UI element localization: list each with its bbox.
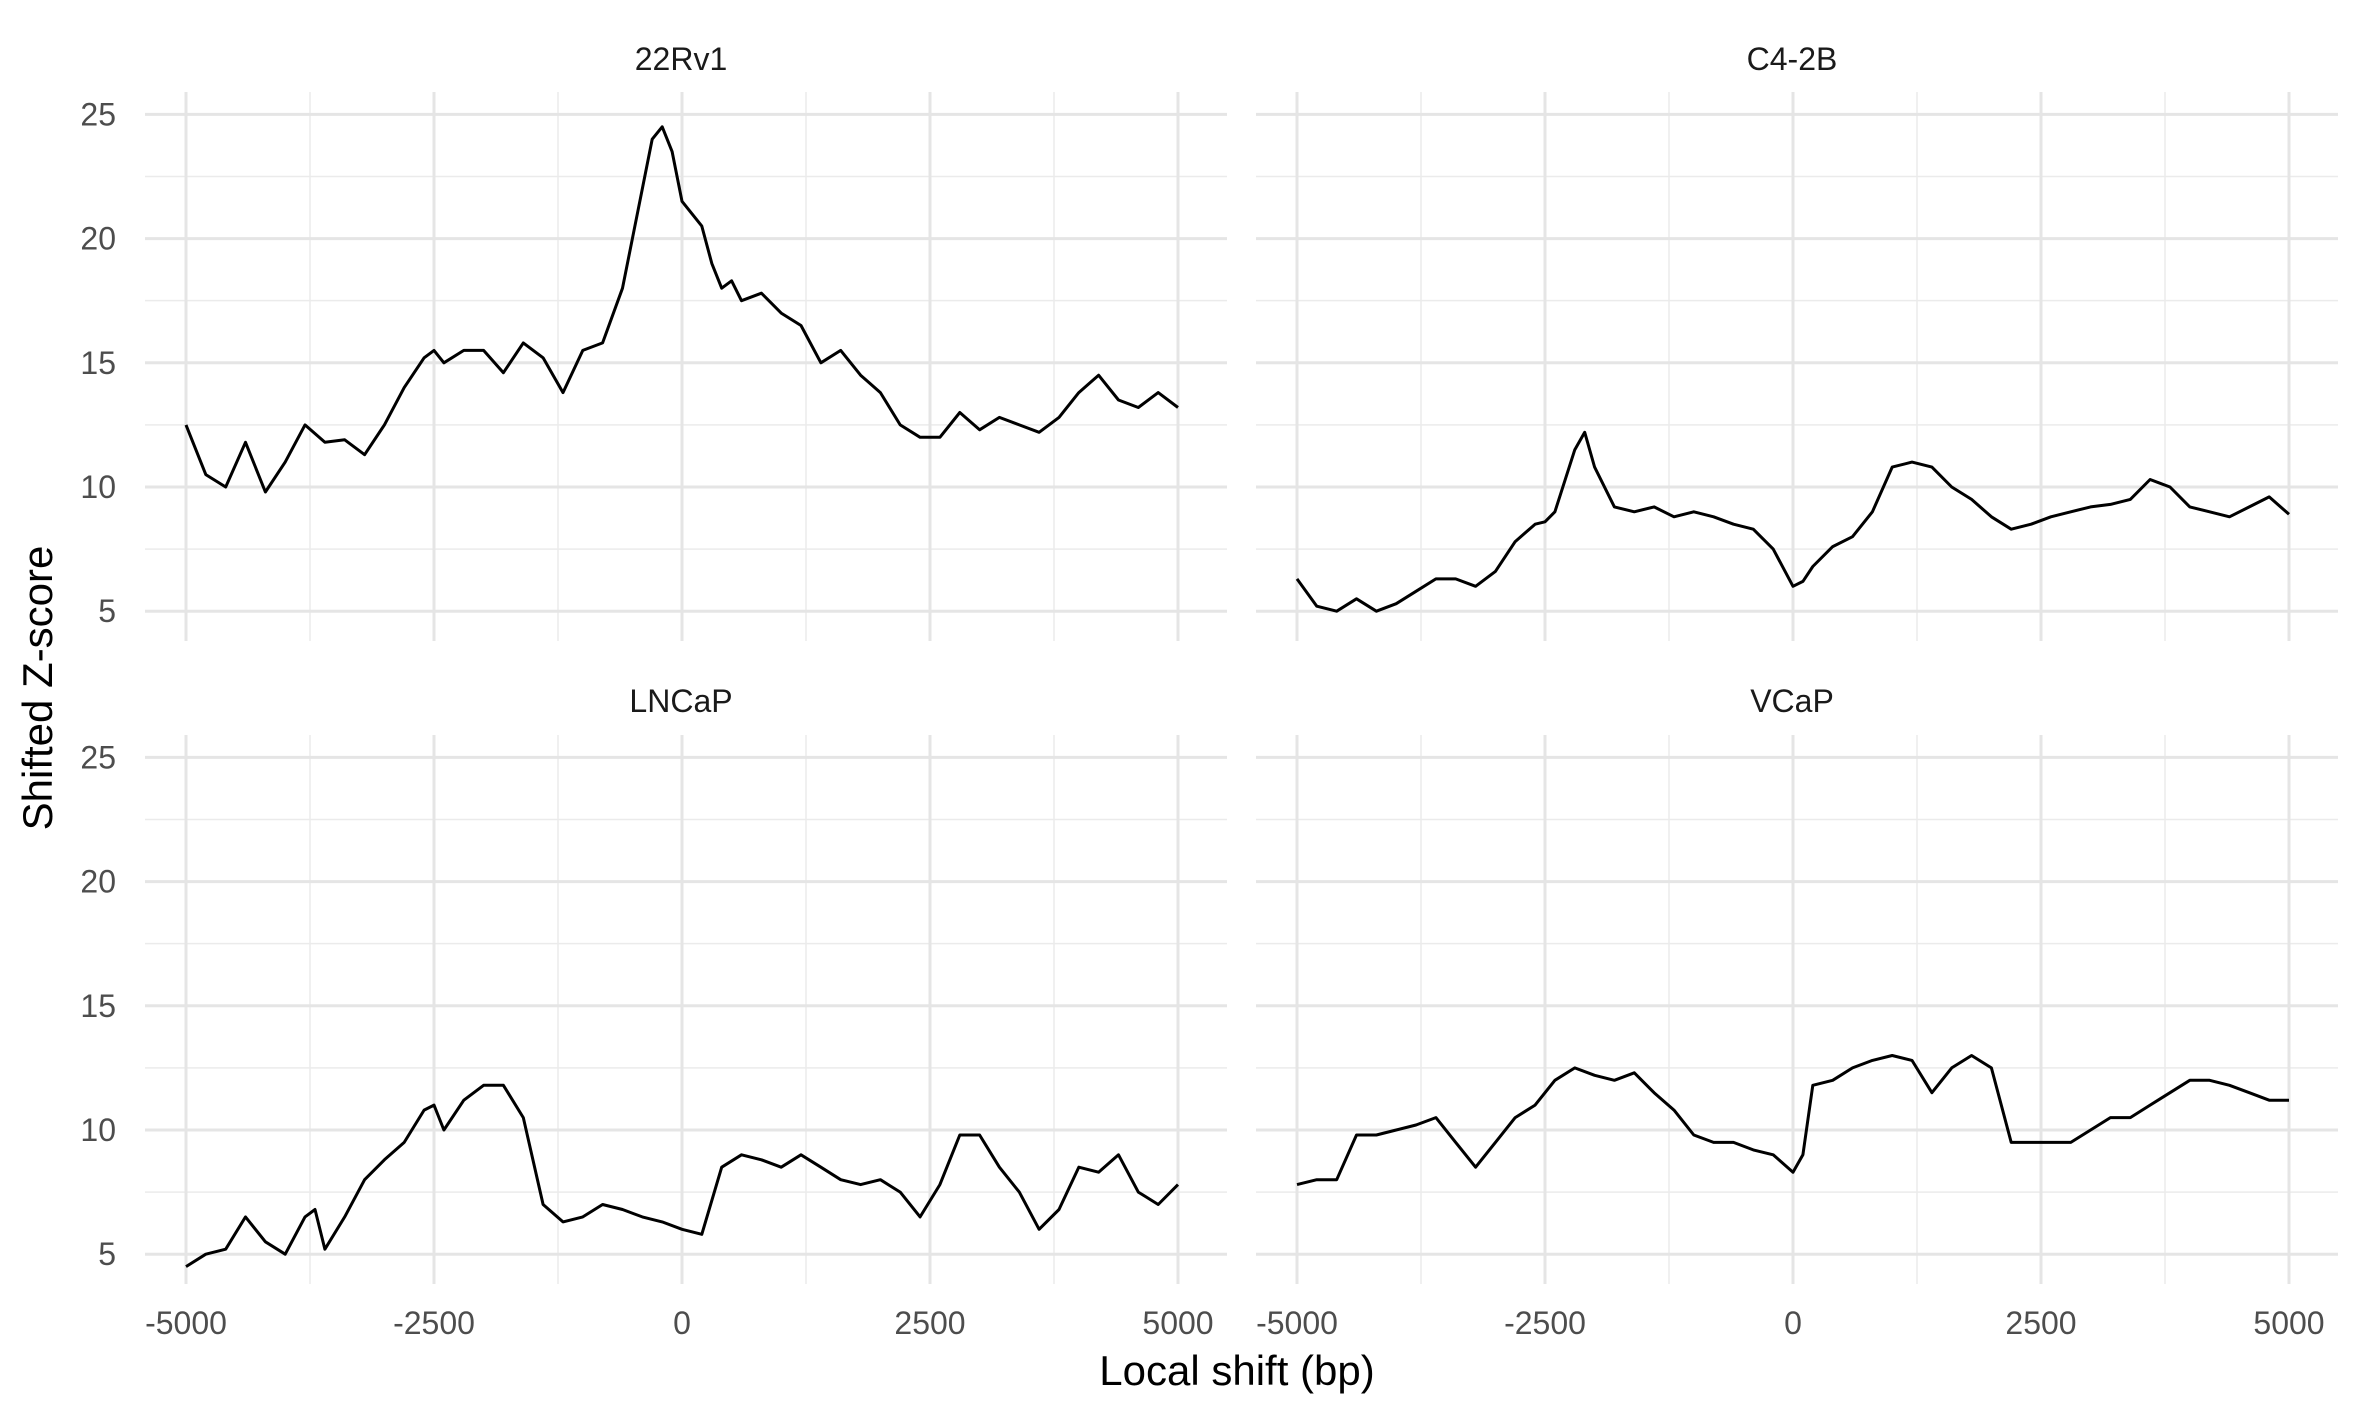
- x-tick-label: 2500: [2005, 1305, 2076, 1341]
- panel-title: LNCaP: [629, 683, 732, 719]
- y-tick-label: 25: [80, 739, 116, 775]
- y-tick-label: 10: [80, 1112, 116, 1148]
- x-tick-label: 2500: [894, 1305, 965, 1341]
- x-tick-label: 5000: [1142, 1305, 1213, 1341]
- x-tick-label: 0: [673, 1305, 691, 1341]
- y-tick-label: 15: [80, 988, 116, 1024]
- x-tick-label: 5000: [2253, 1305, 2324, 1341]
- x-tick-label: -2500: [1504, 1305, 1586, 1341]
- x-tick-label: -5000: [145, 1305, 227, 1341]
- series-line-vcap: [1296, 1054, 2289, 1187]
- panel-title: VCaP: [1750, 683, 1834, 719]
- y-tick-label: 25: [80, 96, 116, 132]
- x-axis-title: Local shift (bp): [1099, 1347, 1374, 1394]
- y-tick-label: 20: [80, 864, 116, 900]
- y-axis-title: Shifted Z-score: [14, 546, 61, 831]
- series-line-c4-2b: [1295, 430, 2290, 613]
- panel-22rv1: 22Rv1 5 10 15 20 25: [80, 41, 1227, 641]
- y-tick-label: 5: [98, 1236, 116, 1272]
- x-tick-label: -2500: [393, 1305, 475, 1341]
- panel-vcap: VCaP -5000 -2500 0 2500 5000: [1256, 683, 2338, 1341]
- y-tick-label: 15: [80, 345, 116, 381]
- x-tick-label: -5000: [1256, 1305, 1338, 1341]
- x-tick-label: 0: [1784, 1305, 1802, 1341]
- panel-c4-2b: C4-2B: [1256, 41, 2338, 641]
- series-line-lncap: [185, 1083, 1180, 1268]
- series-line-22rv1: [184, 125, 1179, 494]
- y-tick-label: 10: [80, 469, 116, 505]
- panel-title: C4-2B: [1747, 41, 1838, 77]
- y-tick-label: 20: [80, 221, 116, 257]
- y-tick-label: 5: [98, 593, 116, 629]
- panel-title: 22Rv1: [635, 41, 728, 77]
- panel-lncap: LNCaP 5 10 15 20 25 -5000 -2500 0 2500 5000: [80, 683, 1227, 1341]
